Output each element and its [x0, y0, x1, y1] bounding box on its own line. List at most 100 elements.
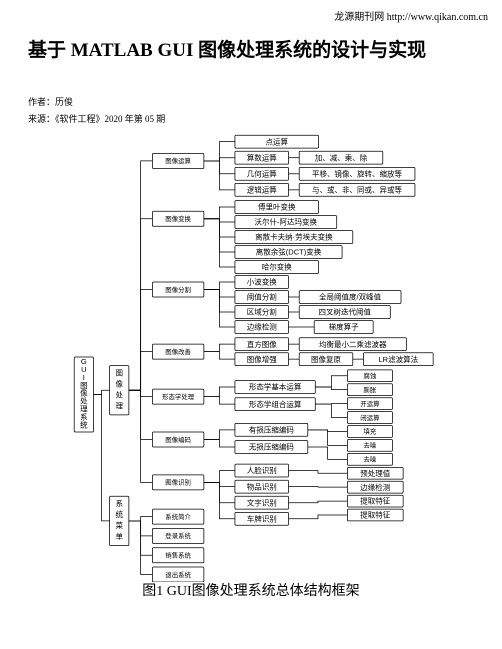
- svg-text:无损压缩编码: 无损压缩编码: [249, 442, 294, 452]
- svg-text:有损压缩编码: 有损压缩编码: [249, 424, 294, 434]
- tree-node: 边缘检测: [347, 481, 403, 493]
- svg-text:形态学处理: 形态学处理: [162, 392, 195, 401]
- svg-text:图: 图: [115, 368, 123, 377]
- tree-node: 图像编码: [152, 432, 203, 447]
- tree-node: 与、或、非、同或、异或等: [299, 183, 415, 196]
- svg-text:菜: 菜: [115, 520, 123, 530]
- tree-node: GUI图像处理系统: [74, 357, 93, 432]
- diagram-svg: GUI图像处理系统图像处理系统菜单图像运算图像变换图像分割图像改善形态学处理图像…: [36, 132, 466, 582]
- tree-diagram: GUI图像处理系统图像处理系统菜单图像运算图像变换图像分割图像改善形态学处理图像…: [36, 132, 466, 582]
- svg-text:人脸识别: 人脸识别: [247, 465, 277, 475]
- tree-node: LR滤波算法: [364, 353, 434, 366]
- tree-node: 全局阈值度/双峰值: [299, 291, 401, 304]
- page-title: 基于 MATLAB GUI 图像处理系统的设计与实现: [28, 38, 474, 64]
- svg-text:边缘检测: 边缘检测: [247, 322, 277, 332]
- svg-text:梯度算子: 梯度算子: [329, 322, 359, 332]
- tree-node: 图像分割: [152, 282, 203, 297]
- tree-node: 均衡最小二乘滤波器: [299, 338, 406, 351]
- svg-text:销售系统: 销售系统: [165, 550, 191, 559]
- svg-text:文字识别: 文字识别: [247, 497, 277, 507]
- tree-node: 图像增强: [235, 353, 289, 366]
- svg-text:与、或、非、同或、异或等: 与、或、非、同或、异或等: [312, 184, 402, 194]
- tree-node: 边缘检测: [235, 321, 289, 334]
- source-line: 来源：《软件工程》2020 年第 05 期: [28, 112, 165, 125]
- svg-text:理: 理: [115, 401, 123, 410]
- svg-text:哈尔变换: 哈尔变换: [262, 262, 292, 272]
- tree-node: 加、减、乘、除: [299, 151, 383, 164]
- svg-text:系: 系: [115, 498, 123, 508]
- svg-text:直方图像: 直方图像: [247, 339, 277, 349]
- svg-text:填充: 填充: [364, 427, 377, 436]
- tree-node: 人脸识别: [235, 464, 289, 477]
- tree-node: 提取特征: [347, 495, 403, 507]
- svg-text:图像编码: 图像编码: [165, 435, 191, 444]
- svg-text:离散卡夫纳·劳埃夫变换: 离散卡夫纳·劳埃夫变换: [255, 232, 333, 242]
- header-link: 龙源期刊网 http://www.qikan.com.cn: [334, 8, 488, 23]
- svg-text:图像分割: 图像分割: [165, 285, 191, 294]
- tree-node: 四叉树迭代阈值: [299, 306, 390, 319]
- svg-text:傅里叶变换: 傅里叶变换: [258, 202, 296, 212]
- author-line: 作者：历俊: [28, 95, 73, 108]
- svg-text:点运算: 点运算: [265, 136, 288, 146]
- svg-text:车牌识别: 车牌识别: [247, 513, 277, 523]
- svg-text:单: 单: [115, 531, 123, 541]
- svg-text:边缘检测: 边缘检测: [360, 482, 390, 492]
- svg-text:系统简介: 系统简介: [165, 512, 191, 521]
- tree-node: 有损压缩编码: [235, 423, 308, 436]
- svg-text:像: 像: [115, 378, 123, 388]
- svg-text:开运算: 开运算: [360, 399, 380, 408]
- svg-text:膨胀: 膨胀: [364, 385, 377, 394]
- tree-node: 闭运算: [347, 412, 392, 424]
- tree-node: 图像复原: [299, 353, 353, 366]
- tree-node: 点运算: [235, 135, 319, 148]
- tree-node: 图像变换: [152, 211, 203, 226]
- tree-node: 沃尔什-阿达玛变换: [235, 216, 337, 229]
- tree-node: 登录系统: [152, 528, 203, 543]
- svg-text:登录系统: 登录系统: [165, 531, 191, 540]
- tree-node: 提取特征: [347, 509, 403, 521]
- svg-text:平移、镜像、旋转、缩放等: 平移、镜像、旋转、缩放等: [312, 168, 402, 178]
- svg-text:图像增强: 图像增强: [247, 354, 277, 364]
- svg-text:区域分割: 区域分割: [247, 307, 277, 317]
- tree-node: 填充: [347, 426, 392, 438]
- svg-text:均衡最小二乘滤波器: 均衡最小二乘滤波器: [319, 339, 387, 349]
- tree-node: 图像处理: [110, 366, 129, 415]
- tree-node: 形态学处理: [152, 389, 203, 404]
- tree-node: 膨胀: [347, 384, 392, 396]
- tree-node: 区域分割: [235, 306, 289, 319]
- svg-text:沃尔什-阿达玛变换: 沃尔什-阿达玛变换: [255, 217, 318, 227]
- tree-node: 车牌识别: [235, 512, 289, 525]
- tree-node: 图像改善: [152, 344, 203, 359]
- tree-node: 离散余弦(DCT)变换: [235, 246, 342, 259]
- svg-text:预处理值: 预处理值: [360, 468, 390, 478]
- figure-caption: 图1 GUI图像处理系统总体结构框架: [0, 580, 502, 600]
- svg-text:统: 统: [80, 419, 88, 429]
- svg-text:统: 统: [115, 509, 123, 519]
- svg-text:物品识别: 物品识别: [247, 481, 277, 491]
- svg-text:图像变换: 图像变换: [165, 214, 191, 223]
- svg-text:形态学组合运算: 形态学组合运算: [249, 399, 302, 409]
- tree-node: 哈尔变换: [235, 261, 319, 274]
- svg-text:提取特征: 提取特征: [360, 510, 390, 520]
- svg-text:算数运算: 算数运算: [247, 152, 277, 162]
- svg-text:几何运算: 几何运算: [247, 168, 277, 178]
- tree-node: 物品识别: [235, 480, 289, 493]
- tree-node: 腐蚀: [347, 370, 392, 382]
- tree-node: 无损压缩编码: [235, 441, 308, 454]
- svg-text:图像识别: 图像识别: [165, 478, 191, 487]
- tree-node: 梯度算子: [314, 321, 373, 334]
- svg-text:退出系统: 退出系统: [165, 570, 191, 579]
- svg-text:形态学基本运算: 形态学基本运算: [249, 382, 302, 392]
- svg-text:腐蚀: 腐蚀: [364, 371, 377, 380]
- tree-node: 销售系统: [152, 548, 203, 563]
- tree-node: 图像运算: [152, 153, 203, 168]
- svg-text:小波变换: 小波变换: [247, 277, 277, 287]
- tree-node: 文字识别: [235, 496, 289, 509]
- tree-node: 图像识别: [152, 475, 203, 490]
- tree-node: 几何运算: [235, 167, 289, 180]
- svg-text:四叉树迭代阈值: 四叉树迭代阈值: [319, 307, 372, 317]
- tree-node: 开运算: [347, 398, 392, 410]
- tree-node: 直方图像: [235, 338, 289, 351]
- tree-node: 逻辑运算: [235, 183, 289, 196]
- tree-node: 去噪: [347, 440, 392, 452]
